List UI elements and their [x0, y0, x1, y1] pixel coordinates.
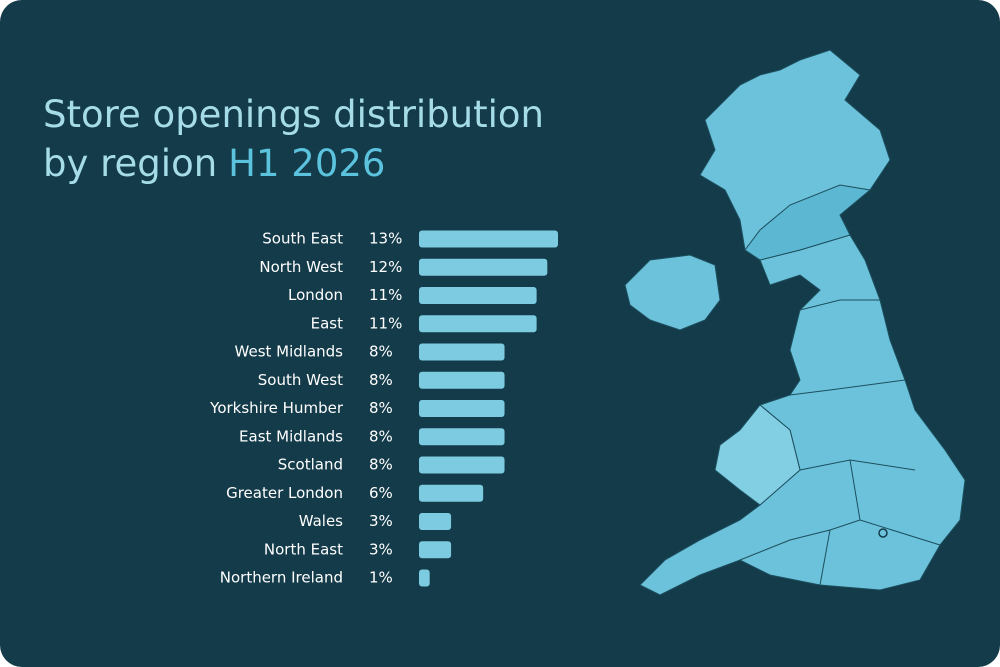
bar: [419, 343, 505, 361]
category-label: South West: [258, 371, 343, 389]
bar: [419, 230, 558, 248]
scotland-lowlands: [744, 184, 872, 261]
category-label: Wales: [299, 512, 343, 530]
category-label: Yorkshire Humber: [209, 399, 344, 417]
category-label: London: [288, 286, 343, 304]
value-label: 1%: [369, 569, 393, 587]
title-period: H1 2026: [228, 142, 385, 185]
category-label: North West: [259, 258, 343, 276]
uk-map: [624, 49, 966, 596]
value-label: 8%: [369, 371, 393, 389]
bar: [419, 541, 452, 559]
chart-title: Store openings distribution: [43, 93, 544, 136]
category-label: Greater London: [226, 484, 343, 502]
category-label: North East: [264, 540, 343, 558]
value-label: 3%: [369, 512, 393, 530]
bar: [419, 456, 505, 474]
bar: [419, 287, 537, 304]
value-label: 12%: [369, 258, 402, 276]
wales: [714, 404, 801, 506]
bar: [419, 371, 505, 389]
bar: [419, 400, 505, 417]
value-label: 8%: [369, 427, 393, 445]
value-label: 11%: [369, 286, 402, 304]
chart-title-line2: by region: [43, 142, 217, 185]
category-label: East Midlands: [239, 427, 343, 445]
category-label: West Midlands: [235, 343, 344, 361]
value-label: 3%: [369, 540, 393, 558]
bar: [419, 484, 484, 502]
category-label: East: [311, 314, 343, 332]
bar: [419, 428, 505, 446]
category-label: South East: [262, 230, 343, 248]
value-label: 8%: [369, 343, 393, 361]
bar: [419, 569, 430, 587]
category-label: Northern Ireland: [220, 569, 343, 587]
london-marker: [878, 528, 888, 538]
value-label: 11%: [369, 314, 402, 332]
bar: [419, 258, 548, 276]
bar: [419, 513, 452, 530]
value-label: 13%: [369, 230, 402, 248]
value-label: 8%: [369, 456, 393, 474]
value-label: 8%: [369, 399, 393, 417]
bar: [419, 315, 537, 333]
northern-ireland: [624, 254, 721, 331]
category-label: Scotland: [278, 456, 343, 474]
value-label: 6%: [369, 484, 393, 502]
